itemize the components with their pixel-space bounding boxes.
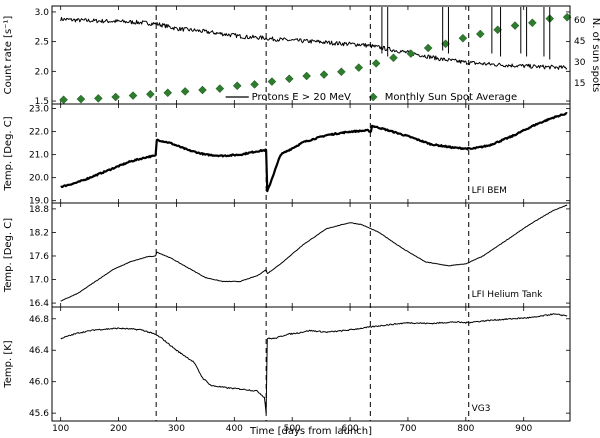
sunspot-point <box>267 77 277 86</box>
sunspot-point <box>389 53 398 63</box>
y-tick-label: 46.8 <box>29 315 49 325</box>
y-axis-label: Count rate [s⁻¹] <box>3 16 14 95</box>
panel-annotation: VG3 <box>472 404 491 414</box>
panel-helium: 16.4 17.0 17.6 18.2 18.8 Temp. [Deg. C] LFI He… <box>3 202 571 309</box>
y-tick-label: 16.4 <box>29 299 49 309</box>
y-tick-label: 23.0 <box>29 105 49 115</box>
x-tick-label: 500 <box>284 424 301 434</box>
series-line-counts <box>60 16 568 70</box>
sunspot-point <box>475 29 485 39</box>
sunspot-point <box>250 80 259 89</box>
series-line-helium <box>60 204 568 302</box>
sunspot-point <box>528 18 537 28</box>
sunspot-point <box>128 91 138 100</box>
y2-tick-label: 15 <box>574 79 585 89</box>
sunspot-point <box>319 70 329 79</box>
series-line-bem <box>60 112 568 193</box>
y-tick-label: 46.0 <box>29 378 49 388</box>
series-line-vg3 <box>60 313 568 414</box>
sunspot-point <box>163 88 173 98</box>
x-axis: 100 200 300 400 500 600 700 800 900 Time [days fr… <box>52 424 532 437</box>
x-axis-label: Time [days from launch] <box>249 426 372 437</box>
y-tick-label: 18.2 <box>29 228 49 238</box>
y-tick-label: 21.0 <box>29 151 49 161</box>
sunspot-point <box>215 84 225 93</box>
panel-bem: 19.0 20.0 21.0 22.0 23.0 Temp. [Deg. C] LFI BE… <box>3 103 571 207</box>
sunspot-point <box>146 89 155 99</box>
x-tick-label: 200 <box>110 424 127 434</box>
y-tick-label: 46.4 <box>29 346 49 356</box>
sunspot-point <box>284 74 294 84</box>
sunspot-point <box>198 85 207 95</box>
y2-axis-label: N. of sun spots <box>590 18 600 93</box>
y2-tick-label: 45 <box>574 37 585 47</box>
y-tick-label: 20.0 <box>29 174 49 184</box>
x-tick-label: 900 <box>515 424 532 434</box>
y-tick-label: 22.0 <box>29 128 49 138</box>
sunspot-point <box>180 87 190 96</box>
y-tick-label: 2.0 <box>35 67 50 77</box>
sunspot-point <box>337 67 346 77</box>
legend-line-label: Protons E > 20 MeV <box>252 92 351 103</box>
x-tick-label: 800 <box>457 424 474 434</box>
panel-annotation: LFI BEM <box>472 186 507 196</box>
sunspot-point <box>354 63 364 72</box>
x-tick-label: 100 <box>52 424 69 434</box>
sunspot-point <box>76 94 86 104</box>
sunspot-point <box>111 92 121 102</box>
y-tick-label: 3.0 <box>35 8 50 18</box>
sunspot-point <box>371 59 381 68</box>
y-tick-label: 18.8 <box>29 205 49 215</box>
x-tick-label: 400 <box>226 424 243 434</box>
y2-tick-label: 30 <box>574 58 586 68</box>
sunspot-point <box>406 49 416 58</box>
legend-marker-swatch <box>368 92 378 102</box>
panel-counts: 1.5 2.0 2.5 3.0 Count rate [s⁻¹] 15 30 45 60 N. o… <box>3 5 600 107</box>
y-tick-label: 17.6 <box>29 252 49 262</box>
panel-vg3: 45.6 46.0 46.4 46.8 Temp. [K] VG3 <box>3 306 571 422</box>
y-tick-label: 2.5 <box>35 38 49 48</box>
y-axis-label: Temp. [Deg. C] <box>3 218 14 293</box>
sunspot-point <box>423 43 433 53</box>
panel-annotation: LFI Helium Tank <box>472 290 544 300</box>
panel-frame <box>51 306 571 422</box>
sunspot-point <box>232 81 242 91</box>
x-tick-label: 700 <box>399 424 416 434</box>
sunspot-point <box>302 71 312 81</box>
y2-tick-label: 60 <box>574 16 586 26</box>
y-tick-label: 45.6 <box>29 409 49 419</box>
sunspot-point <box>458 33 468 43</box>
sunspot-point <box>93 94 103 103</box>
y-tick-label: 17.0 <box>29 276 49 286</box>
y-tick-label: 19.0 <box>29 197 49 207</box>
x-tick-label: 600 <box>341 424 358 434</box>
panels: 1.5 2.0 2.5 3.0 Count rate [s⁻¹] 15 30 45 60 N. o… <box>3 5 600 422</box>
sunspot-point <box>510 21 520 30</box>
y-tick-label: 1.5 <box>35 97 49 107</box>
y-axis-label: Temp. [Deg. C] <box>3 116 14 191</box>
legend-marker-label: Monthly Sun Spot Average <box>385 92 517 103</box>
x-tick-label: 300 <box>168 424 185 434</box>
y-axis-label: Temp. [K] <box>3 340 14 388</box>
